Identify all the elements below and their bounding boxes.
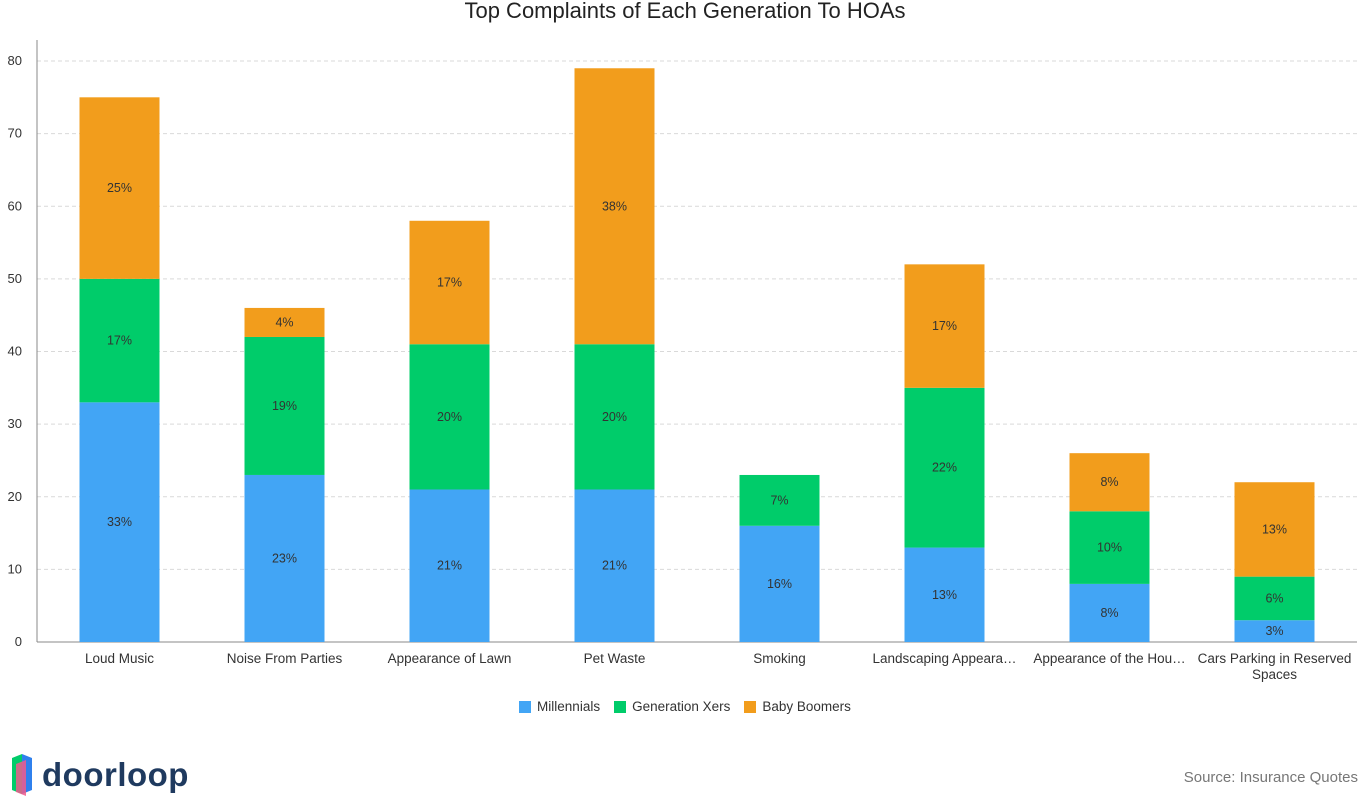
bar-generation-xers [79, 278, 160, 403]
legend-item[interactable]: Millennials [519, 699, 600, 714]
data-label: 38% [602, 199, 627, 213]
data-label: 22% [932, 461, 957, 475]
x-category-label: Landscaping Appeara… [872, 651, 1016, 666]
data-label: 4% [275, 315, 293, 329]
data-label: 8% [1100, 606, 1118, 620]
x-category-label: Pet Waste [584, 651, 646, 666]
doorloop-logo-icon [12, 754, 32, 796]
bar-baby-boomers [1234, 482, 1315, 577]
bar-baby-boomers [79, 97, 160, 279]
data-label: 3% [1265, 624, 1283, 638]
y-tick-label: 30 [8, 416, 22, 431]
legend-item[interactable]: Baby Boomers [744, 699, 851, 714]
legend: Millennials Generation Xers Baby Boomers [0, 699, 1360, 714]
data-label: 19% [272, 399, 297, 413]
chart-title: Top Complaints of Each Generation To HOA… [464, 0, 906, 23]
data-label: 17% [437, 276, 462, 290]
bar-generation-xers [1069, 511, 1150, 584]
data-label: 10% [1097, 541, 1122, 555]
data-label: 6% [1265, 591, 1283, 605]
y-tick-label: 20 [8, 489, 22, 504]
x-category-label: Cars Parking in Reserved [1198, 651, 1352, 666]
y-tick-label: 10 [8, 561, 22, 576]
bar-baby-boomers [904, 264, 985, 388]
bar-baby-boomers [574, 68, 655, 345]
data-label: 21% [602, 559, 627, 573]
y-tick-label: 70 [8, 126, 22, 141]
legend-swatch [614, 700, 627, 713]
data-label: 8% [1100, 475, 1118, 489]
data-label: 13% [1262, 522, 1287, 536]
bar-millennials [574, 489, 655, 642]
axes: 0 10 20 30 40 50 60 70 80 Loud Music Noise From Pa… [8, 40, 1357, 682]
y-tick-label: 0 [15, 634, 22, 649]
y-tick-label: 50 [8, 271, 22, 286]
x-category-label: Spaces [1252, 667, 1297, 682]
bar-generation-xers [904, 387, 985, 548]
data-label: 13% [932, 588, 957, 602]
bar-millennials [1234, 620, 1315, 642]
y-tick-label: 40 [8, 344, 22, 359]
x-category-label: Loud Music [85, 651, 154, 666]
data-label: 17% [107, 334, 132, 348]
data-label: 21% [437, 559, 462, 573]
data-label: 20% [602, 410, 627, 424]
data-label: 33% [107, 515, 132, 529]
data-label: 16% [767, 577, 792, 591]
data-label: 17% [932, 319, 957, 333]
bar-generation-xers [244, 336, 325, 475]
doorloop-logo: doorloop [8, 752, 189, 798]
bar-baby-boomers [409, 220, 490, 345]
y-tick-label: 80 [8, 53, 22, 68]
legend-label: Millennials [537, 699, 601, 714]
data-label: 7% [770, 493, 788, 507]
legend-swatch [744, 700, 757, 713]
legend-label: Baby Boomers [762, 699, 851, 714]
stacked-bar-chart: 0 10 20 30 40 50 60 70 80 Loud Music Noise From Pa… [8, 40, 1357, 682]
data-label: 20% [437, 410, 462, 424]
bar-millennials [1069, 583, 1150, 642]
bar-generation-xers [409, 344, 490, 490]
bar-baby-boomers [244, 307, 325, 337]
bar-baby-boomers [1069, 453, 1150, 512]
data-label: 25% [107, 181, 132, 195]
gridlines [37, 60, 1357, 570]
data-label: 23% [272, 551, 297, 565]
legend-item[interactable]: Generation Xers [614, 699, 730, 714]
bar-millennials [79, 402, 160, 642]
x-category-label: Appearance of the Hou… [1033, 651, 1185, 666]
bar-generation-xers [739, 474, 820, 526]
y-tick-label: 60 [8, 198, 22, 213]
data-labels: 33% 17% 25% 23% 19% 4% 21% 20% 17% 21% 20% 38% 16% 7%… [107, 181, 1287, 638]
bar-millennials [244, 474, 325, 642]
bars [79, 68, 1315, 642]
legend-swatch [519, 700, 532, 713]
bar-millennials [739, 525, 820, 642]
bar-generation-xers [1234, 576, 1315, 621]
logo-text: doorloop [42, 756, 189, 793]
source-note: Source: Insurance Quotes [1183, 769, 1358, 786]
x-category-label: Smoking [753, 651, 806, 666]
bar-millennials [409, 489, 490, 642]
x-category-label: Appearance of Lawn [388, 651, 512, 666]
legend-label: Generation Xers [632, 699, 731, 714]
bar-millennials [904, 547, 985, 642]
bar-generation-xers [574, 344, 655, 490]
x-category-label: Noise From Parties [227, 651, 343, 666]
